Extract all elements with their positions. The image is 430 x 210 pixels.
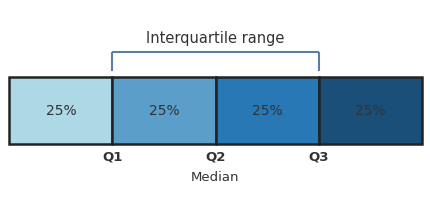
Text: 25%: 25% [251,104,282,118]
Text: Q2: Q2 [205,150,225,163]
Text: Q1: Q1 [102,150,123,163]
Text: 25%: 25% [46,104,76,118]
Bar [215,77,318,144]
Text: Median: Median [191,171,239,184]
Text: Q3: Q3 [307,150,328,163]
Text: Interquartile range: Interquartile range [146,31,284,46]
Text: 25%: 25% [148,104,179,118]
Bar [9,77,112,144]
Bar [112,77,215,144]
Bar [318,77,421,144]
Text: 25%: 25% [354,104,384,118]
